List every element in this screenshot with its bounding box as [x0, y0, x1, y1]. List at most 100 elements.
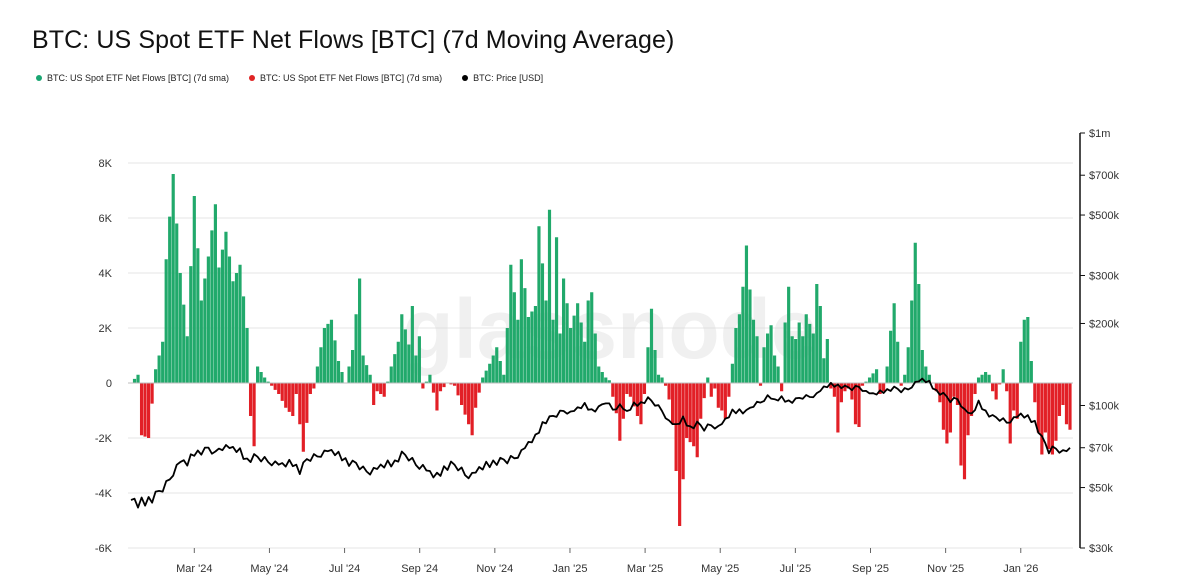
- flow-bar-negative: [375, 383, 379, 392]
- flow-bar-negative: [452, 383, 457, 386]
- flow-bar-positive: [804, 314, 808, 383]
- flow-bar-negative: [147, 383, 151, 438]
- flow-bar-positive: [906, 347, 910, 383]
- flow-bar-negative: [139, 383, 144, 436]
- flow-bar-negative: [934, 383, 938, 392]
- flow-bar-negative: [298, 383, 302, 425]
- flow-bar-negative: [611, 383, 615, 397]
- flow-bar-negative: [663, 383, 668, 386]
- flow-bar-positive: [389, 366, 393, 383]
- flow-bar-positive: [554, 237, 559, 383]
- flow-bar-positive: [755, 336, 759, 383]
- flow-bar-positive: [892, 303, 896, 383]
- flow-bar-negative: [723, 383, 727, 419]
- flow-bar-positive: [164, 259, 168, 383]
- x-tick-label: Jul '24: [329, 563, 360, 575]
- flow-bar-negative: [287, 383, 291, 412]
- x-tick-label: Sep '25: [852, 563, 889, 575]
- y-right-tick-label: $300k: [1089, 270, 1119, 282]
- flow-bar-positive: [706, 377, 710, 383]
- flow-bar-positive: [797, 322, 801, 383]
- flow-bar-negative: [143, 383, 147, 437]
- flow-bar-positive: [481, 377, 485, 383]
- flow-bar-positive: [365, 365, 369, 384]
- flow-bar-negative: [1061, 383, 1065, 405]
- legend-item-outflows[interactable]: BTC: US Spot ETF Net Flows [BTC] (7d sma…: [249, 73, 442, 83]
- flow-bar-negative: [945, 383, 949, 444]
- flow-bar-positive: [537, 226, 541, 383]
- flow-bar-positive: [576, 303, 580, 383]
- flow-bar-positive: [1022, 319, 1026, 383]
- flow-bar-positive: [656, 374, 661, 383]
- flow-bar-positive: [259, 372, 263, 383]
- flow-bar-negative: [994, 383, 998, 400]
- flow-bar-negative: [291, 383, 295, 416]
- flow-bar-positive: [210, 230, 214, 384]
- legend-item-inflows[interactable]: BTC: US Spot ETF Net Flows [BTC] (7d sma…: [36, 73, 229, 83]
- flow-bar-positive: [987, 374, 991, 383]
- flow-bar-positive: [175, 223, 179, 383]
- flow-bar-positive: [569, 328, 573, 383]
- flow-bar-negative: [674, 383, 678, 471]
- flow-bar-positive: [234, 273, 239, 383]
- flow-bar-negative: [678, 383, 682, 526]
- flow-bar-negative: [621, 383, 625, 419]
- y-right-tick-label: $70k: [1089, 443, 1113, 455]
- flow-bar-negative: [372, 383, 376, 405]
- flow-bar-positive: [350, 350, 355, 383]
- y-right-tick-label: $100k: [1089, 401, 1119, 413]
- flow-bar-positive: [593, 333, 597, 383]
- flow-bar-negative: [308, 383, 312, 394]
- flow-bar-positive: [512, 292, 516, 383]
- flow-bar-negative: [273, 383, 277, 390]
- flow-bar-positive: [544, 300, 548, 383]
- flow-bar-positive: [540, 263, 545, 384]
- flow-bar-positive: [231, 281, 235, 383]
- flow-bar-positive: [224, 231, 228, 383]
- y-left-tick-label: -2K: [95, 433, 113, 445]
- flow-bar-positive: [407, 344, 411, 383]
- x-tick-label: Sep '24: [401, 563, 438, 575]
- flow-bar-positive: [326, 323, 330, 384]
- flow-bar-positive: [864, 381, 868, 384]
- x-tick-label: May '24: [250, 563, 288, 575]
- flow-bar-positive: [822, 358, 826, 383]
- flow-bar-positive: [773, 355, 777, 383]
- flow-bar-negative: [1036, 383, 1040, 433]
- flow-bar-positive: [189, 266, 193, 384]
- flow-bar-positive: [322, 328, 327, 383]
- x-tick-label: Nov '24: [476, 563, 513, 575]
- flow-bar-negative: [716, 383, 720, 408]
- flow-bar-positive: [811, 333, 815, 383]
- y-right-tick-label: $500k: [1089, 210, 1119, 222]
- flow-bar-positive: [196, 248, 200, 383]
- flow-bar-negative: [270, 383, 274, 386]
- flow-bar-negative: [853, 383, 858, 425]
- y-left-tick-label: 6K: [99, 213, 113, 225]
- flow-bar-positive: [903, 374, 907, 383]
- legend-item-price[interactable]: BTC: Price [USD]: [462, 73, 543, 83]
- x-tick-label: Nov '25: [927, 563, 964, 575]
- flow-bar-positive: [924, 366, 928, 383]
- flow-bar-negative: [635, 383, 640, 416]
- flow-bar-negative: [1047, 383, 1051, 449]
- flow-bar-positive: [516, 319, 520, 383]
- flow-bar-positive: [396, 341, 400, 383]
- flow-bar-negative: [467, 383, 471, 425]
- flow-bar-positive: [403, 329, 407, 384]
- flow-bar-positive: [199, 300, 203, 383]
- flow-bar-negative: [280, 383, 284, 401]
- flow-bar-positive: [256, 366, 260, 383]
- flow-bar-positive: [361, 355, 365, 383]
- flow-bar-negative: [758, 383, 763, 386]
- flow-bar-positive: [649, 308, 654, 383]
- flow-bar-positive: [660, 377, 664, 383]
- flow-bar-negative: [1033, 383, 1037, 403]
- x-tick-label: Jul '25: [780, 563, 811, 575]
- flow-bar-negative: [836, 383, 840, 433]
- flow-bar-negative: [948, 383, 953, 433]
- flow-bar-positive: [980, 374, 984, 383]
- y-left-tick-label: -6K: [95, 543, 113, 555]
- flow-bar-positive: [530, 311, 534, 383]
- y-left-tick-label: 4K: [99, 268, 113, 280]
